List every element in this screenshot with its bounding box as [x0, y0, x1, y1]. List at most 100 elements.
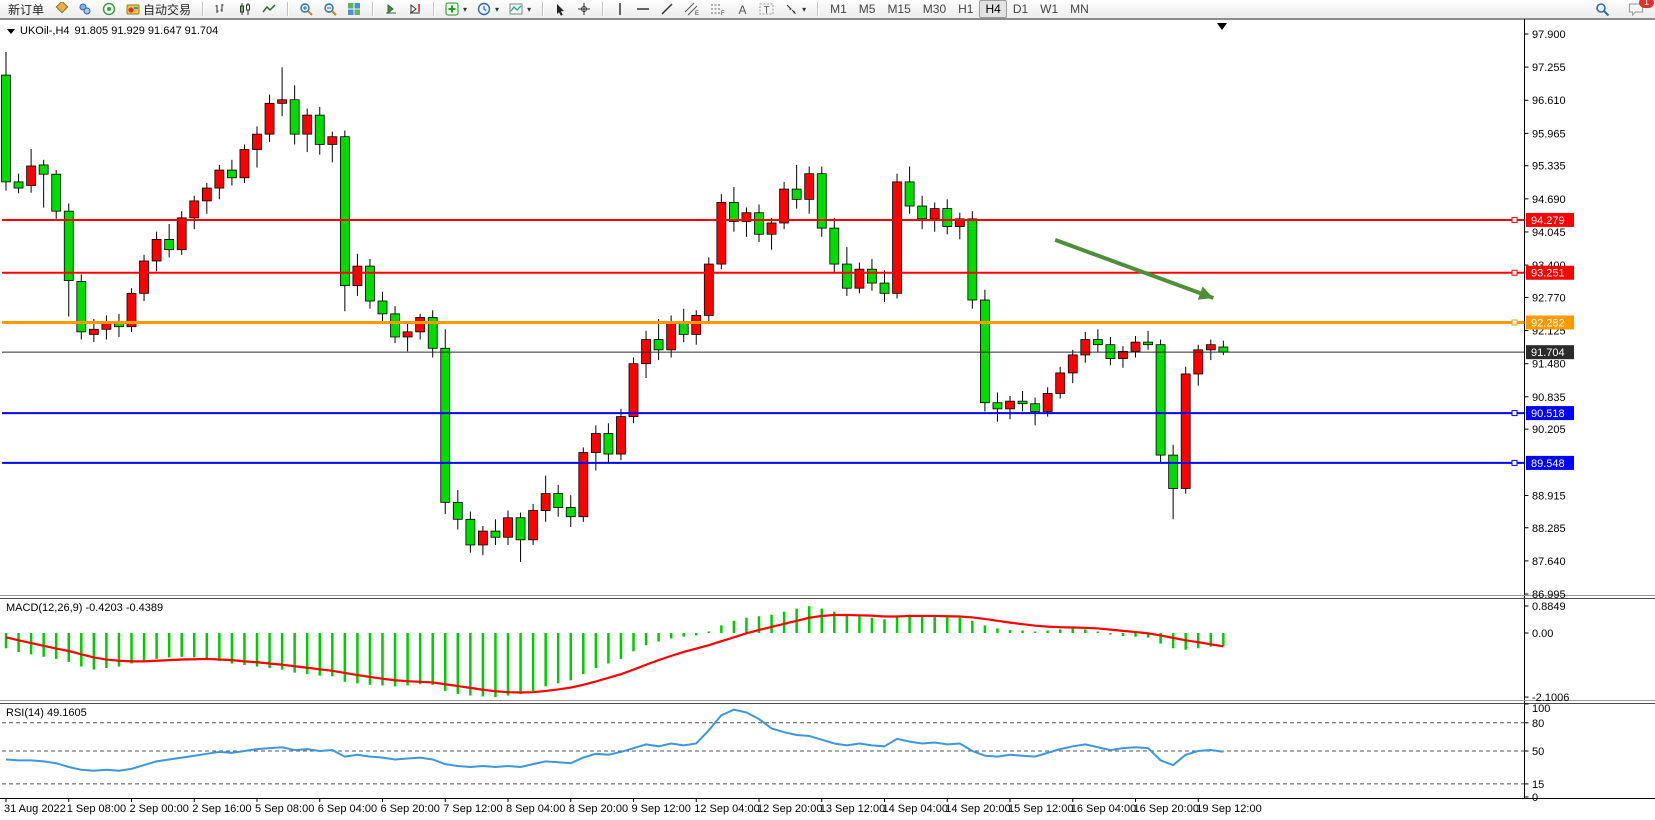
- vertical-line-icon: [619, 3, 621, 15]
- time-label: 1 Sep 08:00: [67, 803, 126, 815]
- bar-chart-mode-button[interactable]: [209, 0, 233, 19]
- timeframe-h1[interactable]: H1: [958, 2, 974, 16]
- macd-bar: [1021, 630, 1024, 633]
- timeframe-mn[interactable]: MN: [1070, 2, 1089, 16]
- macd-bar: [1071, 628, 1074, 633]
- macd-bar: [431, 633, 434, 685]
- price-tick-label: 87.640: [1532, 556, 1566, 568]
- panel-frame: [0, 19, 1655, 799]
- macd-bar: [80, 633, 83, 667]
- zoom-in-button[interactable]: [294, 0, 318, 19]
- zoom-out-button[interactable]: [318, 0, 342, 19]
- market-watch-button[interactable]: [73, 0, 97, 19]
- candle: [88, 328, 99, 335]
- trend-arrow[interactable]: [1054, 238, 1214, 300]
- search-icon: [1596, 2, 1610, 16]
- timeframe-m15[interactable]: M15: [887, 2, 911, 16]
- trendline-icon: [661, 3, 673, 15]
- macd-bar: [920, 615, 924, 633]
- candle: [226, 169, 237, 179]
- arrows-tool[interactable]: ▾: [779, 0, 811, 19]
- time-label: 14 Sep 04:00: [883, 803, 948, 815]
- tile-windows-icon: [348, 3, 361, 15]
- line-handle: [1511, 459, 1518, 466]
- new-order-button[interactable]: 新订单: [3, 0, 49, 19]
- auto-scroll-icon: [386, 3, 397, 15]
- candle: [302, 114, 313, 135]
- crosshair-button[interactable]: [572, 0, 596, 19]
- candle: [26, 165, 37, 186]
- vertical-line-tool[interactable]: [609, 0, 631, 19]
- rsi-line: [5, 708, 1224, 772]
- toolbar-separator: [202, 2, 204, 16]
- autotrading-button[interactable]: 自动交易: [121, 0, 196, 19]
- macd-bar: [343, 633, 347, 682]
- periods-button[interactable]: ▾: [472, 0, 504, 19]
- macd-bar: [67, 633, 70, 662]
- crosshair-icon: [578, 3, 591, 15]
- text-label-tool[interactable]: T: [754, 0, 779, 19]
- indicators-button[interactable]: ▾: [440, 0, 472, 19]
- bar-chart-icon: [215, 4, 224, 13]
- tile-windows-button[interactable]: [342, 0, 366, 19]
- signals-button[interactable]: [97, 0, 121, 19]
- line-handle: [1511, 216, 1518, 223]
- candle: [289, 99, 300, 135]
- candle: [402, 331, 413, 338]
- price-tag-label: 93.251: [1531, 268, 1565, 280]
- chart-profile-icon[interactable]: [49, 0, 73, 19]
- chevron-down-icon: ▾: [495, 4, 500, 14]
- candle: [1055, 372, 1066, 394]
- line-chart-mode-button[interactable]: [257, 0, 281, 19]
- macd-bar: [1033, 631, 1037, 633]
- candle: [490, 530, 501, 538]
- horizontal-line-tool[interactable]: [631, 0, 655, 19]
- trendline-tool[interactable]: [655, 0, 679, 19]
- macd-bar: [745, 617, 748, 633]
- macd-bar: [230, 633, 234, 664]
- price-tick-label: 94.690: [1532, 194, 1566, 206]
- notifications-button[interactable]: 1: [1623, 0, 1654, 19]
- candle: [201, 187, 212, 202]
- horizontal-price-lines[interactable]: 94.279 93.251 92.282 91.704 90.518 89.548: [2, 212, 1574, 470]
- macd-bar: [1171, 633, 1175, 649]
- macd-bar: [456, 633, 460, 694]
- signal-icon: [102, 2, 116, 16]
- timeframe-m30[interactable]: M30: [922, 2, 947, 16]
- candlestick-mode-button[interactable]: [233, 0, 257, 19]
- templates-button[interactable]: ▾: [504, 0, 536, 19]
- macd-bar: [531, 633, 535, 691]
- search-button[interactable]: [1590, 0, 1615, 19]
- chart-shift-marker[interactable]: [1217, 23, 1227, 30]
- macd-bar: [682, 633, 685, 637]
- timeframe-w1[interactable]: W1: [1040, 2, 1059, 16]
- macd-bar: [1046, 630, 1049, 633]
- candle: [13, 181, 24, 189]
- candle: [1042, 393, 1053, 412]
- candle: [804, 173, 815, 200]
- candle: [1, 74, 11, 183]
- candle: [942, 208, 953, 227]
- timeframe-m1[interactable]: M1: [830, 2, 847, 16]
- candle: [1143, 341, 1153, 346]
- macd-bar: [569, 633, 572, 681]
- candle: [1005, 400, 1015, 410]
- timeframe-m5[interactable]: M5: [858, 2, 876, 16]
- channel-icon: E: [684, 2, 699, 16]
- timeframe-h4[interactable]: H4: [979, 0, 1007, 18]
- chart-menu-triangle-icon[interactable]: [7, 28, 15, 34]
- cursor-button[interactable]: [549, 0, 572, 19]
- fibonacci-tool[interactable]: F: [705, 0, 731, 19]
- equidistant-channel-tool[interactable]: E: [679, 0, 705, 19]
- candle: [754, 212, 764, 235]
- timeframe-d1[interactable]: D1: [1012, 2, 1029, 16]
- macd-bar: [92, 633, 96, 670]
- candle: [515, 517, 526, 541]
- chart-canvas[interactable]: 97.900 97.255 96.610 95.965 95.335 94.690 94.0…: [0, 19, 1655, 820]
- text-tool[interactable]: A: [731, 0, 754, 19]
- macd-bar: [732, 620, 736, 633]
- chart-shift-button[interactable]: [403, 0, 427, 19]
- arrowhead: [1197, 286, 1214, 300]
- auto-scroll-button[interactable]: [379, 0, 403, 19]
- macd-bar: [1008, 629, 1012, 633]
